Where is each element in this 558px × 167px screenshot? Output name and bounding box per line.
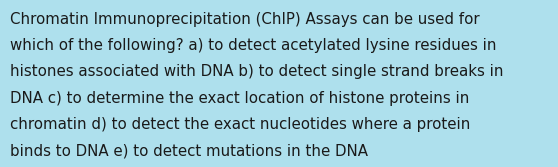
Text: binds to DNA e) to detect mutations in the DNA: binds to DNA e) to detect mutations in t…	[10, 144, 368, 159]
Text: which of the following? a) to detect acetylated lysine residues in: which of the following? a) to detect ace…	[10, 38, 497, 53]
Text: Chromatin Immunoprecipitation (ChIP) Assays can be used for: Chromatin Immunoprecipitation (ChIP) Ass…	[10, 12, 480, 27]
Text: DNA c) to determine the exact location of histone proteins in: DNA c) to determine the exact location o…	[10, 91, 469, 106]
Text: chromatin d) to detect the exact nucleotides where a protein: chromatin d) to detect the exact nucleot…	[10, 117, 470, 132]
Text: histones associated with DNA b) to detect single strand breaks in: histones associated with DNA b) to detec…	[10, 64, 503, 79]
